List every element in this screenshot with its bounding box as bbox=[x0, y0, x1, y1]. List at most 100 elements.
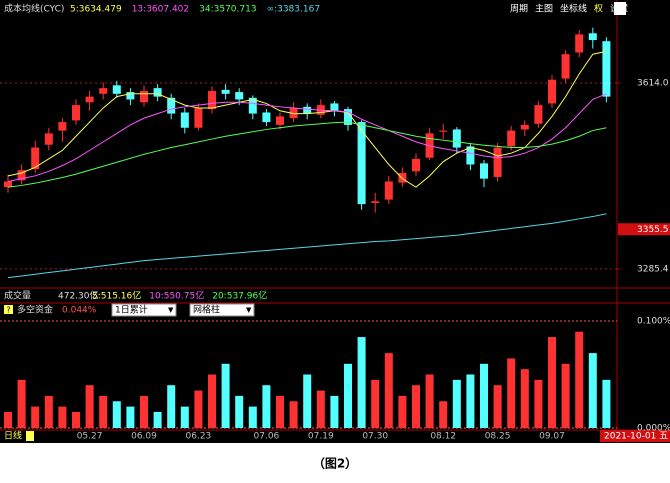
caption: （图2） bbox=[313, 456, 357, 471]
candle-body bbox=[330, 103, 339, 111]
bar bbox=[31, 406, 40, 428]
bar bbox=[602, 379, 611, 428]
legend-entry: ∞:3383.167 bbox=[267, 5, 320, 15]
candle-body bbox=[58, 122, 67, 131]
bar bbox=[439, 401, 448, 428]
x-tick-label: 06.09 bbox=[131, 432, 157, 442]
volume-ma: 5:515.16亿 bbox=[92, 290, 141, 302]
x-tick-label: 08.12 bbox=[430, 432, 456, 442]
candle-body bbox=[276, 116, 284, 125]
toolbar-item[interactable]: 设置 bbox=[610, 4, 628, 15]
bar bbox=[588, 353, 597, 428]
toolbar-item[interactable]: 坐标线 bbox=[560, 3, 587, 15]
chart-title: 成本均线(CYC) bbox=[4, 3, 64, 15]
current-date: 2021-10-01 五 bbox=[604, 432, 668, 442]
candle-body bbox=[439, 130, 448, 132]
candle-body bbox=[452, 129, 461, 148]
toolbar-item[interactable]: 主图 bbox=[535, 3, 553, 15]
bar bbox=[112, 401, 121, 428]
candle-body bbox=[344, 109, 352, 125]
bar bbox=[507, 358, 516, 428]
panel-title: 多空资金 bbox=[17, 304, 53, 316]
bar bbox=[493, 385, 502, 428]
toolbar-item[interactable]: 周期 bbox=[510, 4, 528, 15]
volume-title: 成交量 bbox=[4, 290, 31, 302]
candle-body bbox=[289, 107, 298, 119]
candle-body bbox=[17, 170, 26, 181]
period-label: 日线 bbox=[4, 430, 22, 442]
candle-body bbox=[31, 147, 40, 170]
candle-body bbox=[588, 33, 597, 41]
candle-body bbox=[357, 122, 366, 205]
candle-body bbox=[384, 181, 393, 200]
candle-body bbox=[208, 90, 216, 110]
candle-body bbox=[534, 105, 543, 124]
close-button[interactable] bbox=[614, 2, 626, 15]
bar bbox=[344, 363, 352, 428]
bar bbox=[262, 385, 271, 428]
ma-line bbox=[7, 213, 607, 279]
x-tick-label: 05.27 bbox=[77, 432, 103, 442]
bar bbox=[548, 337, 556, 428]
bar bbox=[180, 406, 189, 428]
candle-body bbox=[575, 34, 584, 53]
candle-body bbox=[112, 85, 121, 94]
dropdown-arrow: ▼ bbox=[246, 306, 252, 314]
candle-body bbox=[85, 96, 94, 103]
candle-body bbox=[493, 147, 502, 177]
dropdown[interactable] bbox=[111, 303, 177, 317]
date-box bbox=[600, 430, 670, 442]
y-tick-label: 0.000% bbox=[637, 424, 670, 434]
ma-line bbox=[7, 93, 607, 182]
legend-entry: 5:3634.479 bbox=[70, 5, 122, 15]
x-tick-label: 07.30 bbox=[362, 432, 388, 442]
bar bbox=[289, 401, 298, 428]
dropdown-text: 网格柱 bbox=[193, 304, 220, 316]
bar bbox=[384, 353, 393, 428]
bar bbox=[412, 385, 420, 428]
x-tick-label: 08.25 bbox=[485, 432, 511, 442]
candle-body bbox=[44, 133, 53, 145]
period-icon[interactable] bbox=[26, 431, 34, 441]
dropdown[interactable] bbox=[189, 303, 255, 317]
bar bbox=[575, 331, 584, 428]
volume-ma: 20:537.96亿 bbox=[212, 290, 267, 302]
candle-body bbox=[235, 92, 244, 100]
bar bbox=[452, 379, 461, 428]
x-tick-label: 06.23 bbox=[186, 432, 212, 442]
candle-body bbox=[602, 41, 611, 97]
candle-body bbox=[466, 146, 475, 165]
candle-body bbox=[167, 97, 176, 114]
candle-body bbox=[72, 105, 80, 121]
candle-body bbox=[371, 201, 380, 203]
bar bbox=[276, 395, 284, 428]
bar bbox=[561, 363, 570, 428]
bar bbox=[221, 363, 230, 428]
panel-value: 0.044% bbox=[62, 306, 97, 316]
bar bbox=[330, 395, 339, 428]
bar bbox=[248, 406, 257, 428]
dropdown-arrow: ▼ bbox=[168, 306, 174, 314]
candle-body bbox=[4, 181, 12, 188]
bar bbox=[466, 374, 475, 428]
legend-entry: 34:3570.713 bbox=[199, 5, 256, 15]
candle-body bbox=[561, 54, 570, 79]
legend-entry: 13:3607.402 bbox=[132, 5, 189, 15]
bar bbox=[126, 406, 135, 428]
toolbar-item[interactable]: 权 bbox=[594, 3, 603, 15]
help-icon[interactable] bbox=[4, 305, 13, 314]
bar bbox=[235, 395, 244, 428]
bar bbox=[520, 369, 529, 428]
volume-total: 472.30亿 bbox=[58, 290, 99, 302]
bar bbox=[4, 411, 12, 428]
y-tick-label: 3285.4 bbox=[637, 264, 669, 274]
x-tick-label: 07.06 bbox=[254, 432, 280, 442]
candle-body bbox=[520, 124, 529, 130]
bar bbox=[208, 374, 216, 428]
y-tick-label: 3614.0 bbox=[637, 79, 669, 89]
bar bbox=[140, 395, 148, 428]
bar bbox=[44, 395, 53, 428]
candle-body bbox=[153, 88, 162, 97]
bar bbox=[99, 395, 108, 428]
